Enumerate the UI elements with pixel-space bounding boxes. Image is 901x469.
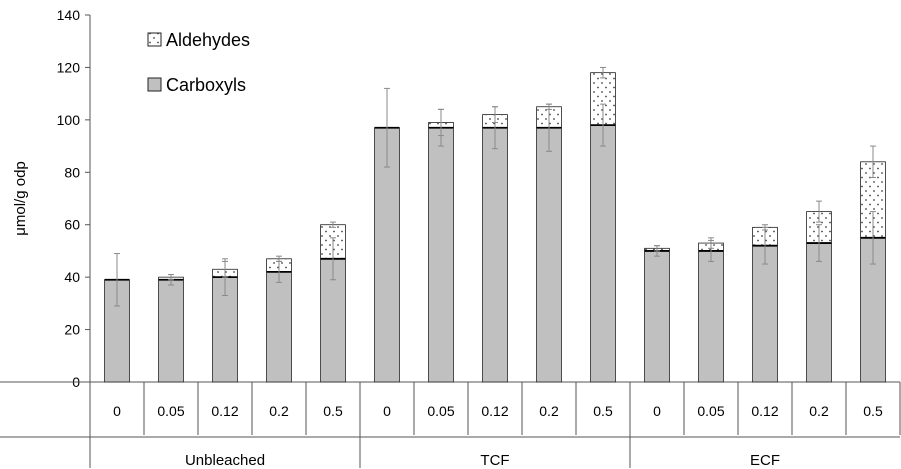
x-tick-label: 0 xyxy=(383,403,391,419)
bar-carboxyls xyxy=(536,127,562,383)
bar-carboxyls xyxy=(698,250,724,383)
bar-carboxyls xyxy=(158,279,184,383)
group-label: ECF xyxy=(750,452,780,469)
x-tick-label: 0.2 xyxy=(269,403,289,419)
group-label: TCF xyxy=(480,452,509,469)
x-tick-label: 0.12 xyxy=(211,403,238,419)
x-tick-label: 0 xyxy=(653,403,661,419)
x-tick-label: 0.5 xyxy=(863,403,883,419)
bar-carboxyls xyxy=(590,124,616,383)
y-tick-label: 120 xyxy=(57,59,81,75)
legend-label: Aldehydes xyxy=(166,30,250,50)
bar-carboxyls xyxy=(752,245,778,383)
y-axis-title: μmol/g odp xyxy=(12,161,29,236)
x-tick-label: 0.05 xyxy=(697,403,724,419)
y-tick-label: 100 xyxy=(57,112,81,128)
bar-carboxyls xyxy=(266,271,292,383)
legend-swatch xyxy=(147,77,162,92)
y-tick-label: 140 xyxy=(57,7,81,23)
x-tick-label: 0.5 xyxy=(593,403,613,419)
x-tick-label: 0 xyxy=(113,403,121,419)
y-tick-label: 20 xyxy=(64,322,80,338)
x-tick-label: 0.5 xyxy=(323,403,343,419)
legend-label: Carboxyls xyxy=(166,75,246,95)
x-tick-label: 0.2 xyxy=(809,403,829,419)
legend-swatch xyxy=(147,32,162,47)
bar-carboxyls xyxy=(806,242,832,383)
x-tick-label: 0.12 xyxy=(481,403,508,419)
group-label: Unbleached xyxy=(185,452,265,469)
bar-carboxyls xyxy=(644,250,670,383)
x-tick-label: 0.05 xyxy=(427,403,454,419)
x-tick-label: 0.2 xyxy=(539,403,559,419)
x-tick-label: 0.05 xyxy=(157,403,184,419)
bar-carboxyls xyxy=(428,127,454,383)
y-tick-label: 60 xyxy=(64,217,80,233)
y-tick-label: 40 xyxy=(64,269,80,285)
bar-carboxyls xyxy=(482,127,508,383)
x-tick-label: 0.12 xyxy=(751,403,778,419)
y-tick-label: 80 xyxy=(64,164,80,180)
